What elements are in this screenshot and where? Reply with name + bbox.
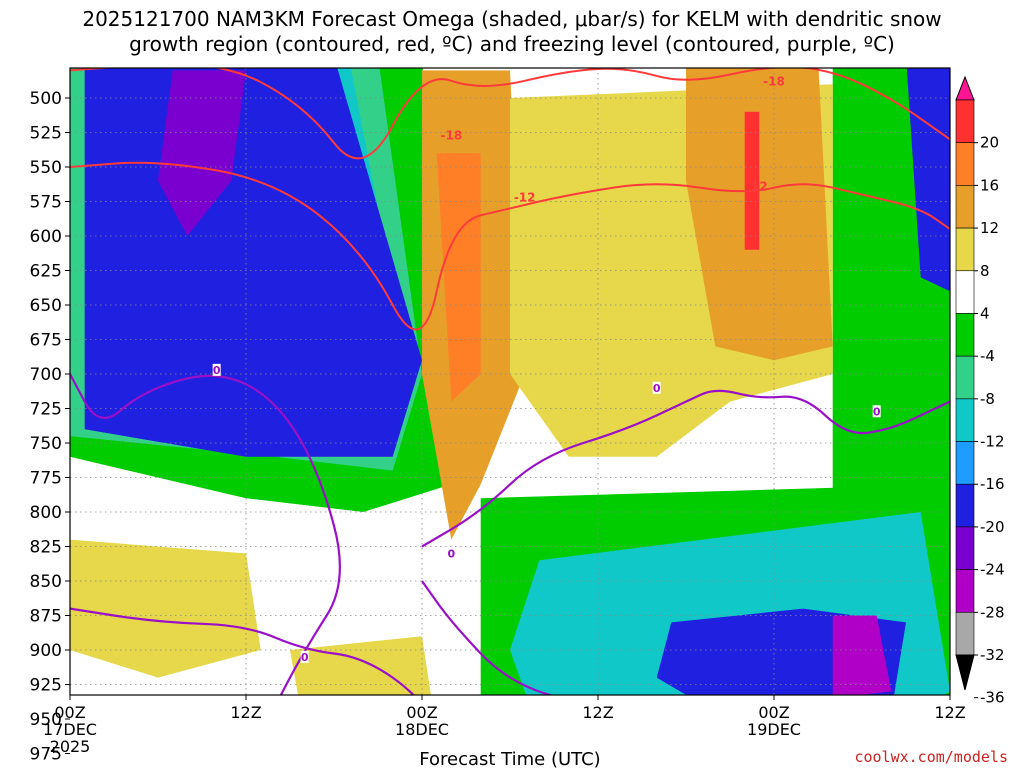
colorbar-bin [955, 483, 975, 528]
colorbar-bin [955, 142, 975, 186]
x-tick-year: 2025 [50, 737, 91, 756]
y-tick-label: 750 [30, 434, 62, 454]
y-tick-label: 650 [30, 296, 62, 316]
colorbar-bin [955, 185, 975, 229]
dendritic-contour-label: -12 [514, 190, 536, 204]
x-tick-date: 18DEC [395, 720, 449, 739]
y-tick-label: 950 [30, 710, 62, 730]
omega-region-morning-low-descent [70, 539, 261, 678]
freezing-level-label: 0 [873, 405, 881, 418]
omega-region-upper-core-ascent [158, 70, 246, 237]
x-axis-label: Forecast Time (UTC) [419, 749, 600, 768]
dendritic-contour-label: -18 [763, 74, 785, 88]
colorbar-bin [955, 441, 975, 485]
freezing-level-label-bg [872, 405, 881, 418]
colorbar-tick-label: -24 [980, 561, 1005, 579]
y-tick-label: 525 [30, 124, 62, 144]
colorbar-bin [955, 526, 975, 570]
y-tick-label: 800 [30, 503, 62, 523]
colorbar-top-arrow [955, 75, 975, 101]
y-tick-label: 600 [30, 227, 62, 247]
colorbar-tick-label: -36 [980, 689, 1005, 707]
colorbar-bin [955, 569, 975, 613]
y-tick-label: 975 [30, 745, 62, 765]
colorbar-bin [955, 270, 975, 314]
omega-region-low-level-ascent-max [832, 615, 892, 695]
credit-text: coolwx.com/models [854, 748, 1008, 766]
colorbar-tick-label: -4 [980, 347, 995, 365]
x-tick-label: 12Z [582, 703, 613, 722]
colorbar-tick-label: 16 [980, 176, 999, 194]
colorbar-bin [955, 99, 975, 143]
omega-region-late-descent-core [744, 111, 760, 250]
colorbar-tick-label: 4 [980, 304, 990, 322]
y-tick-label: 625 [30, 262, 62, 282]
colorbar-tick-label: 12 [980, 219, 999, 237]
colorbar-bin [955, 227, 975, 272]
x-tick-label: 00Z [758, 703, 789, 722]
y-tick-label: 500 [30, 89, 62, 109]
omega-region-midday-descent-core [436, 153, 481, 402]
y-tick-label: 575 [30, 193, 62, 213]
y-tick-label: 900 [30, 641, 62, 661]
colorbar-bin [955, 355, 975, 400]
y-tick-label: 725 [30, 400, 62, 420]
x-tick-label: 12Z [230, 703, 261, 722]
x-tick-label: 00Z [54, 703, 85, 722]
y-tick-label: 825 [30, 538, 62, 558]
dendritic-contour-2 [70, 161, 950, 331]
freezing-level-label-bg [212, 363, 221, 376]
y-tick-label: 850 [30, 572, 62, 592]
omega-region-late-descent [686, 68, 833, 361]
freezing-level-label-bg [447, 547, 456, 560]
freezing-level-label: 0 [448, 547, 456, 560]
freezing-level-label: 0 [653, 382, 661, 395]
freezing-level-label-bg [300, 650, 309, 663]
x-tick-date: 17DEC [43, 720, 97, 739]
x-tick-date: 19DEC [747, 720, 801, 739]
y-tick-label: 550 [30, 158, 62, 178]
colorbar-tick-label: 8 [980, 262, 990, 280]
y-tick-label: 775 [30, 469, 62, 489]
colorbar-tick-label: -16 [980, 475, 1005, 493]
chart-title-line1: 2025121700 NAM3KM Forecast Omega (shaded… [82, 7, 942, 31]
freezing-level-contour-lower [70, 607, 416, 695]
freezing-level-contour-low-branch [421, 580, 554, 695]
colorbar-tick-label: -28 [980, 603, 1005, 621]
freezing-level-label: 0 [301, 651, 309, 664]
y-tick-label: 700 [30, 365, 62, 385]
y-tick-label: 875 [30, 607, 62, 627]
colorbar-bin [955, 313, 975, 357]
colorbar-tick-label: -20 [980, 518, 1005, 536]
colorbar-tick-label: -12 [980, 433, 1005, 451]
colorbar-bottom-arrow [955, 654, 975, 691]
colorbar-tick-label: -32 [980, 646, 1005, 664]
colorbar-bin [955, 612, 975, 656]
dendritic-contour-label: 12 [751, 179, 768, 193]
colorbar-tick-label: -8 [980, 390, 995, 408]
x-tick-label: 00Z [406, 703, 437, 722]
chart-title-line2: growth region (contoured, red, ºC) and f… [129, 32, 895, 56]
dendritic-contour-label: -18 [440, 128, 462, 142]
colorbar-bin [955, 398, 975, 442]
freezing-level-contour-upper-branch [421, 389, 950, 548]
dendritic-contour-1 [70, 68, 950, 160]
freezing-level-label: 0 [213, 364, 221, 377]
plot-frame [69, 67, 951, 696]
y-tick-label: 925 [30, 676, 62, 696]
freezing-level-label-bg [652, 381, 661, 394]
omega-region-right-edge-ascent [906, 68, 950, 292]
colorbar-tick-label: 20 [980, 134, 999, 152]
y-tick-label: 675 [30, 331, 62, 351]
x-tick-label: 12Z [934, 703, 965, 722]
